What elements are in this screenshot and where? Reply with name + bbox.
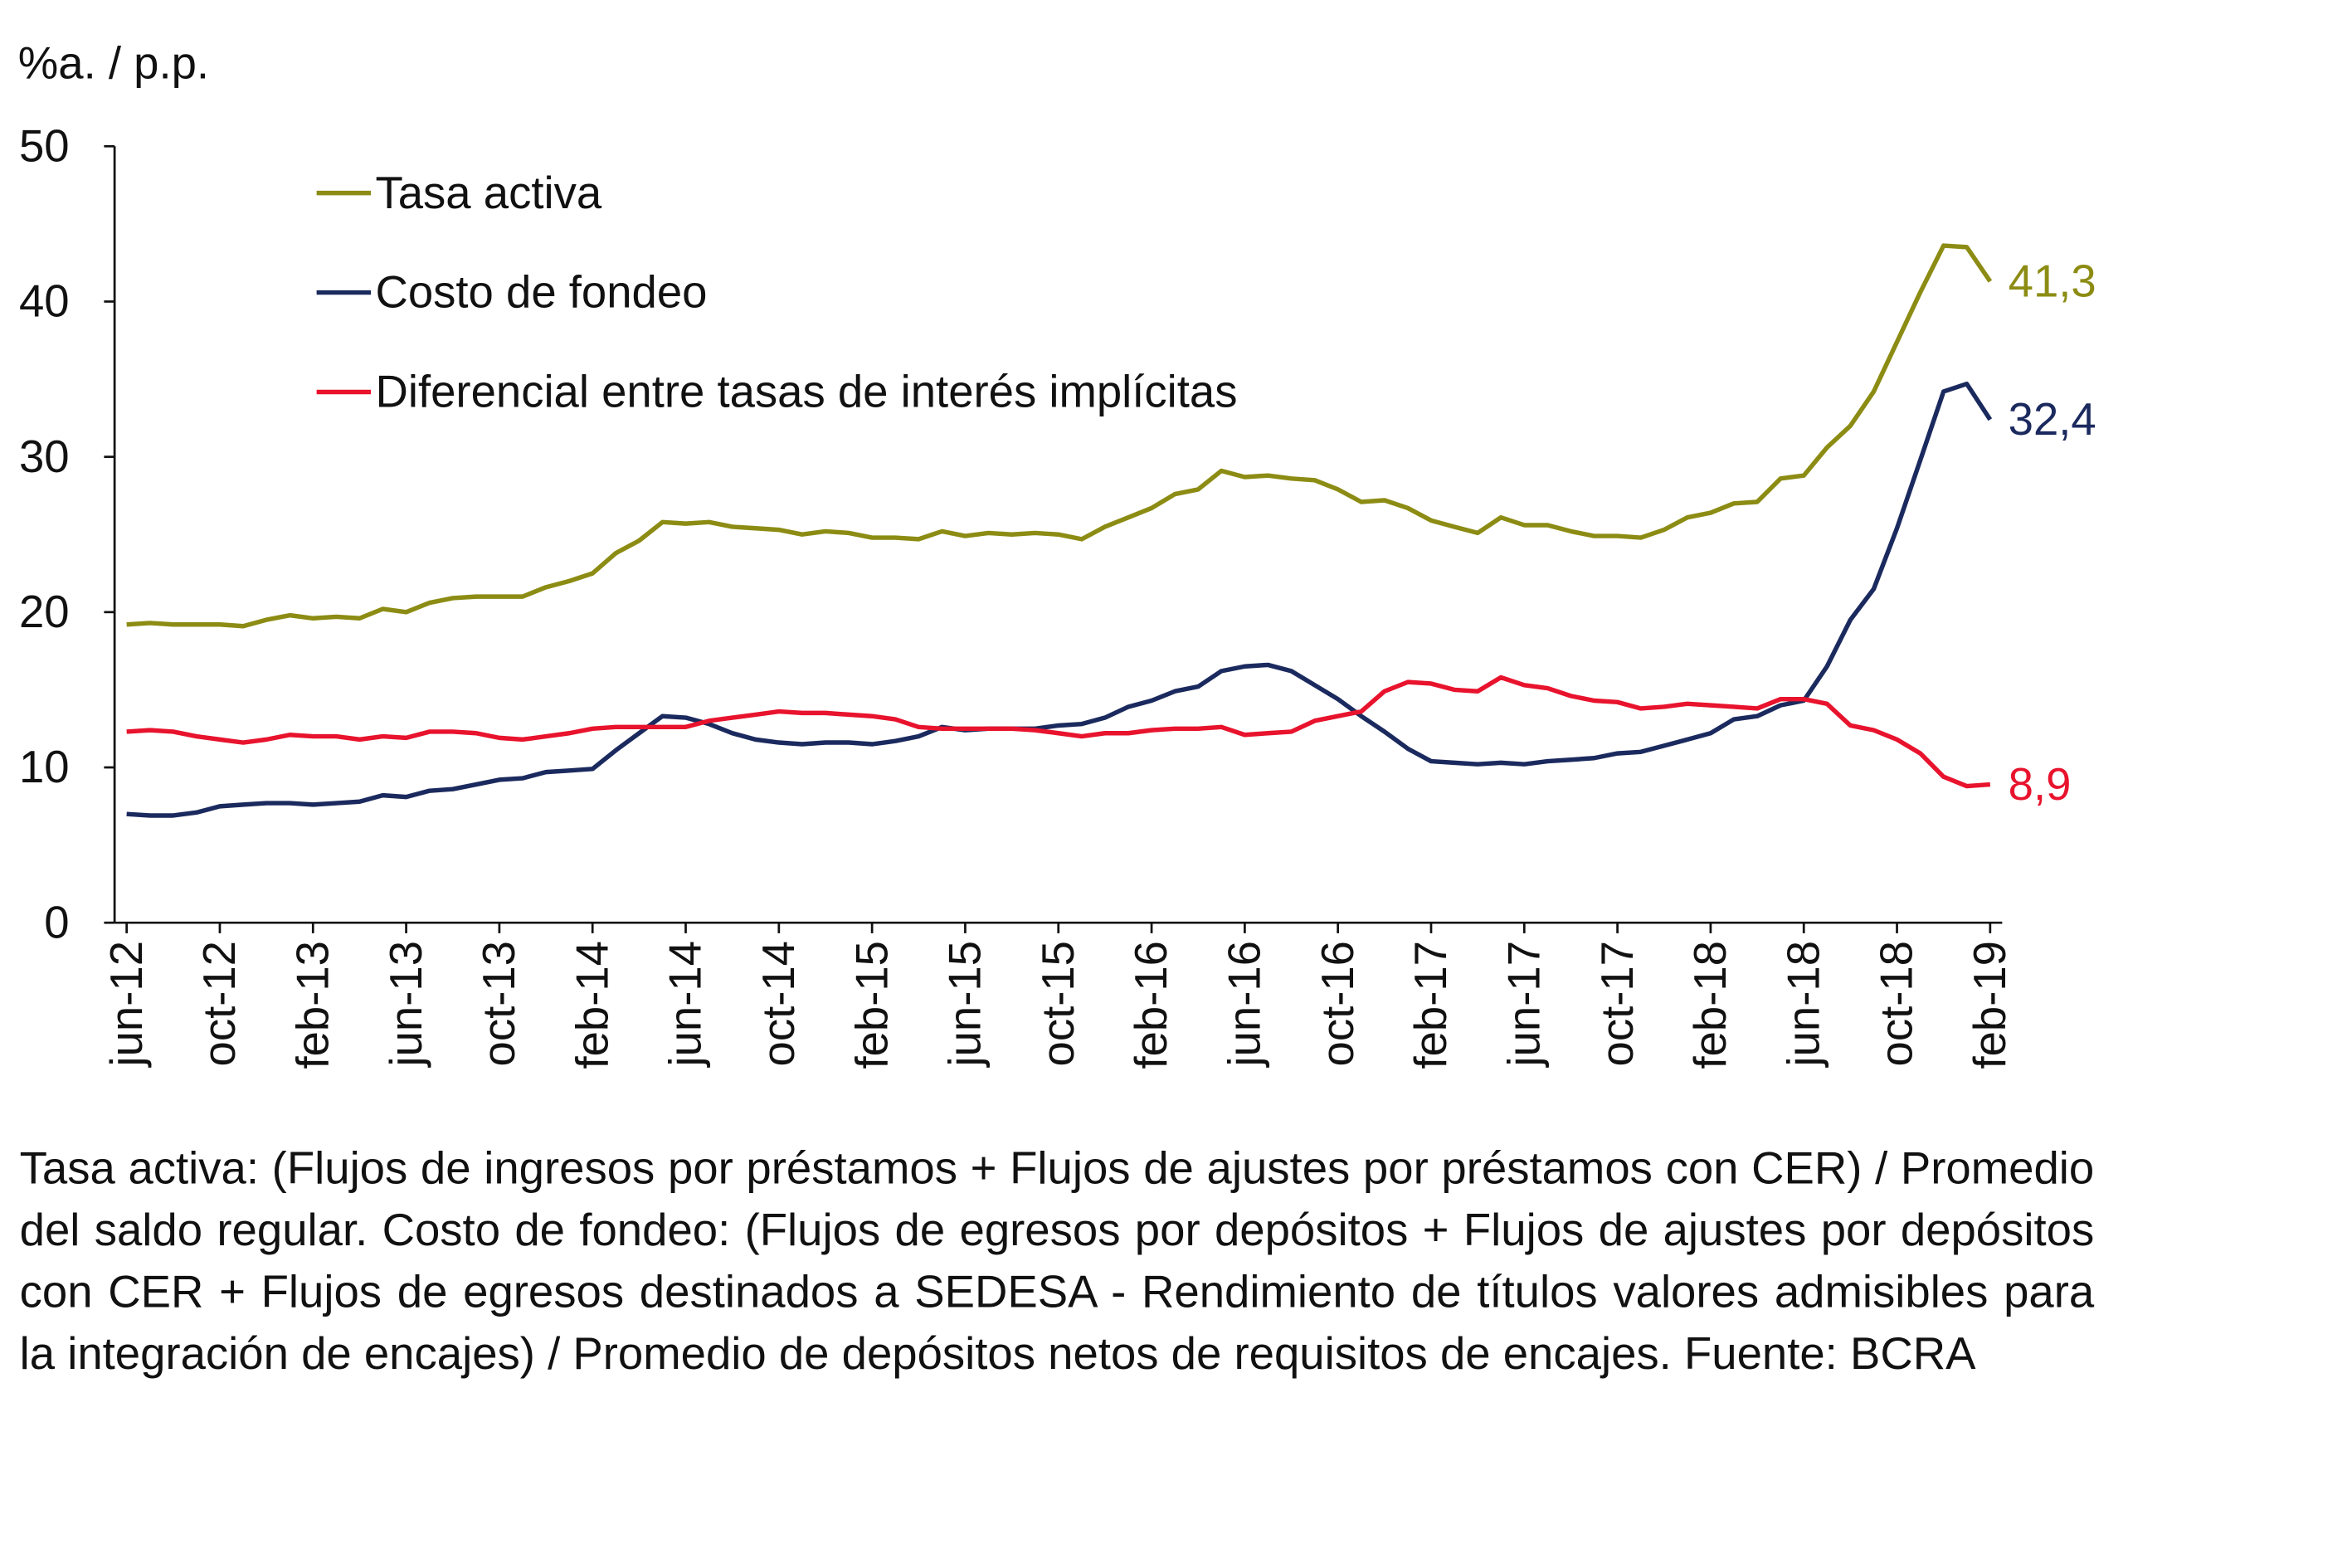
series-line — [126, 243, 1993, 629]
x-tick-label: feb-17 — [1405, 941, 1456, 1069]
y-axis-label: %a. / p.p. — [18, 37, 209, 88]
legend-label: Diferencial entre tasas de interés implí… — [376, 367, 1238, 417]
x-tick-label: feb-18 — [1685, 941, 1736, 1069]
y-tick-label: 40 — [19, 276, 70, 327]
y-tick-label: 30 — [19, 431, 70, 482]
legend-label: Costo de fondeo — [376, 267, 708, 318]
x-tick-label: oct-14 — [753, 941, 804, 1066]
x-tick-label: feb-19 — [1965, 941, 2015, 1069]
x-tick-label: feb-13 — [287, 941, 338, 1069]
y-tick-label: 0 — [44, 897, 69, 947]
x-tick-label: jun-15 — [940, 941, 991, 1069]
x-tick-label: jun-18 — [1778, 941, 1829, 1069]
series-line — [126, 674, 1991, 789]
legend-label: Tasa activa — [376, 168, 602, 218]
data-label: 32,4 — [2009, 394, 2096, 445]
x-tick-label: oct-13 — [474, 941, 524, 1066]
x-tick-label: jun-13 — [381, 941, 431, 1069]
x-tick-label: jun-16 — [1220, 941, 1270, 1069]
series-line — [126, 381, 1993, 818]
x-tick-label: oct-18 — [1872, 941, 1922, 1066]
data-label: 8,9 — [2009, 759, 2072, 810]
x-tick-label: oct-17 — [1592, 941, 1643, 1066]
x-tick-label: oct-16 — [1312, 941, 1363, 1066]
x-tick-label: jun-14 — [660, 941, 711, 1069]
y-tick-label: 20 — [19, 587, 70, 637]
y-tick-label: 10 — [19, 742, 70, 792]
x-tick-label: feb-16 — [1126, 941, 1176, 1069]
footnote: Tasa activa: (Flujos de ingresos por pré… — [19, 1144, 2095, 1380]
x-tick-label: oct-15 — [1033, 941, 1083, 1066]
y-tick-label: 50 — [19, 120, 70, 171]
x-tick-label: jun-12 — [101, 941, 152, 1069]
chart: %a. / p.p. 0 10 20 30 40 50 jun-12 oct-12 feb-13… — [18, 37, 2096, 1069]
x-tick-label: feb-14 — [567, 941, 617, 1069]
x-tick-label: oct-12 — [194, 941, 245, 1066]
x-tick-label: feb-15 — [846, 941, 897, 1069]
data-label: 41,3 — [2009, 256, 2096, 306]
x-tick-label: jun-17 — [1498, 941, 1549, 1069]
